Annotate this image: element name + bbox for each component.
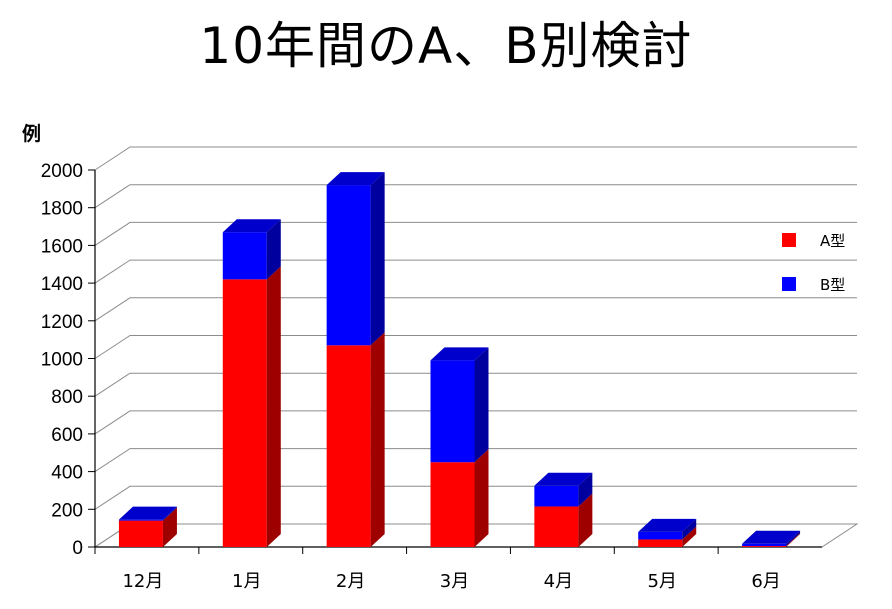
y-tick-label: 1200: [41, 312, 83, 333]
bar-segment: [742, 530, 801, 547]
bar-segment: [534, 472, 593, 507]
x-tick-label: 2月: [336, 571, 365, 592]
bar-top: [534, 472, 593, 486]
bar-segment: [742, 533, 801, 547]
bar-top: [118, 506, 177, 520]
legend: A型 B型: [782, 232, 845, 294]
y-axis: 0 200 400 600 800 1000 1200 1400 1600 1800 2000: [41, 161, 822, 559]
bar-side: [162, 506, 177, 521]
bar-top: [430, 347, 489, 361]
legend-label: B型: [820, 276, 845, 294]
bar-segment: [326, 172, 385, 346]
y-tick-label: 2000: [41, 161, 83, 182]
y-tick-label: 1800: [41, 199, 83, 220]
bar-segment: [326, 332, 385, 547]
y-axis-label: 例: [22, 122, 41, 145]
x-tick-label: 12月: [122, 571, 163, 592]
bar-segment: [430, 347, 489, 463]
y-tick-label: 600: [51, 425, 83, 446]
bar-side: [266, 219, 281, 280]
bar-top: [326, 172, 385, 186]
bar-top: [222, 219, 281, 233]
y-tick-label: 800: [51, 387, 83, 408]
gridline: [94, 485, 857, 510]
x-tick-label: 5月: [647, 571, 676, 592]
bar-segment: [222, 266, 281, 547]
bar-segment: [118, 507, 177, 547]
y-tick-label: 0: [72, 538, 83, 559]
bar-top: [638, 518, 697, 532]
bar-side: [474, 449, 489, 547]
bar-side: [266, 266, 281, 547]
bars: [118, 172, 801, 547]
bar-side: [578, 472, 593, 507]
gridline: [94, 221, 857, 246]
bar-front: [118, 520, 163, 547]
bar-side: [370, 332, 385, 547]
y-tick-label: 200: [51, 500, 83, 521]
legend-label: A型: [820, 232, 845, 250]
x-tick-label: 1月: [232, 571, 261, 592]
bar-front: [638, 531, 683, 540]
bar-front: [430, 462, 475, 547]
x-tick-label: 6月: [751, 571, 780, 592]
gridline: [94, 146, 857, 171]
gridline: [94, 448, 857, 473]
bar-segment: [222, 219, 281, 280]
bar-segment: [430, 449, 489, 547]
bar-side: [786, 530, 801, 547]
bar-front: [534, 485, 579, 507]
bar-front: [534, 506, 579, 547]
bar-front: [326, 345, 371, 547]
bar-segment: [118, 506, 177, 521]
bar-top: [742, 530, 801, 544]
bar-segment: [638, 526, 697, 547]
bar-front: [430, 360, 475, 463]
bar-front: [638, 539, 683, 547]
bar-front: [118, 519, 163, 521]
gridline: [94, 410, 857, 435]
legend-swatch: [782, 233, 796, 247]
bar-side: [682, 518, 697, 540]
x-tick-label: 4月: [544, 571, 573, 592]
bar-front: [742, 543, 787, 547]
bar-segment: [638, 518, 697, 540]
bar-front: [222, 279, 267, 547]
x-tick-label: 3月: [440, 571, 469, 592]
y-tick-label: 400: [51, 463, 83, 484]
gridline: [94, 259, 857, 284]
y-tick-label: 1400: [41, 274, 83, 295]
x-axis: 12月 1月 2月 3月 4月 5月 6月: [94, 547, 781, 592]
y-tick-label: 1000: [41, 350, 83, 371]
bar-side: [578, 493, 593, 547]
bar-segment: [534, 493, 593, 547]
bar-side: [682, 526, 697, 547]
gridline: [94, 297, 857, 322]
legend-swatch: [782, 277, 796, 291]
bar-front: [222, 232, 267, 280]
bar-side: [786, 533, 801, 547]
chart-title: 10年間のA、B別検討: [199, 17, 693, 75]
gridline: [94, 335, 857, 359]
y-tick-label: 1600: [41, 236, 83, 257]
bar-side: [162, 507, 177, 547]
gridline: [94, 372, 857, 397]
bar-front: [742, 546, 787, 547]
bar-side: [370, 172, 385, 346]
bar-front: [326, 185, 371, 346]
bar-side: [474, 347, 489, 463]
gridline: [94, 184, 857, 209]
